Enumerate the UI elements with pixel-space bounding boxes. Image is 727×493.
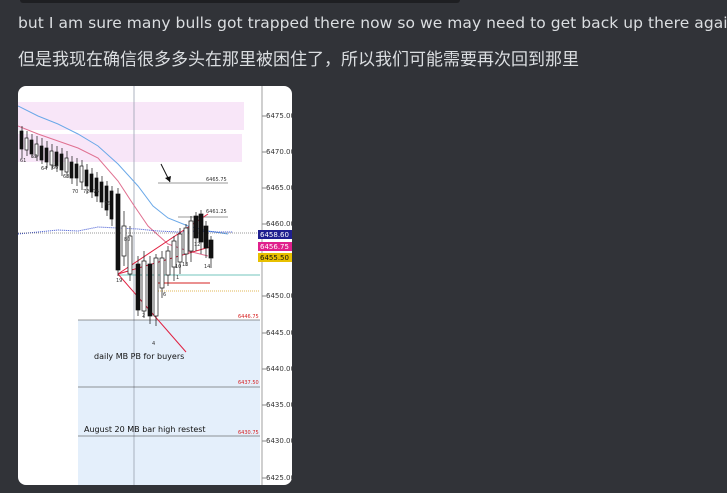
annotation-august-mb-bar: August 20 MB bar high restest (84, 425, 206, 434)
svg-text:6475.00: 6475.00 (266, 112, 292, 120)
level-label-3: 6446.75 (238, 314, 259, 320)
svg-text:68: 68 (63, 174, 69, 180)
bar-numbers: 61 62 64 66 68 70 72 74 76 80 1 2 4 6 10… (20, 154, 210, 347)
svg-text:6470.00: 6470.00 (266, 148, 292, 156)
svg-text:6460.00: 6460.00 (266, 220, 292, 228)
support-zone (78, 320, 260, 485)
price-tag-yellow (258, 253, 292, 262)
svg-text:74: 74 (93, 189, 99, 195)
svg-text:6450.00: 6450.00 (266, 292, 292, 300)
price-tag-magenta-text: 6456.75 (260, 243, 289, 251)
price-tag-magenta (258, 242, 292, 251)
svg-text:6435.00: 6435.00 (266, 401, 292, 409)
wedge-mid-line (117, 245, 214, 275)
annotation-daily-mb-pb: daily MB PB for buyers (94, 352, 184, 361)
svg-text:61: 61 (20, 158, 26, 164)
svg-text:66: 66 (52, 165, 58, 171)
svg-text:13: 13 (182, 262, 188, 268)
resistance-zone-upper (18, 102, 244, 130)
svg-text:10: 10 (175, 264, 181, 270)
svg-text:80: 80 (124, 237, 130, 243)
price-tag-blue-text: 6458.60 (260, 231, 289, 239)
svg-text:72: 72 (83, 189, 89, 195)
price-tag-blue (258, 230, 292, 239)
svg-text:62: 62 (31, 154, 37, 160)
level-label-5: 6430.75 (238, 430, 259, 436)
price-chart: 6465.75 6461.25 6446.75 6437.50 6430.75 (18, 86, 292, 485)
candles (19, 126, 214, 326)
svg-text:2: 2 (142, 313, 145, 319)
svg-text:12: 12 (194, 242, 200, 248)
price-axis-ticks: 6475.00 6470.00 6465.00 6460.00 6455.00 … (262, 112, 292, 482)
svg-text:4: 4 (152, 341, 155, 347)
arrow-head-icon (165, 176, 171, 182)
svg-text:76: 76 (104, 201, 110, 207)
svg-text:6: 6 (163, 292, 166, 298)
level-label-1: 6465.75 (206, 177, 227, 183)
svg-text:6425.00: 6425.00 (266, 474, 292, 482)
message-text-chinese: 但是我现在确信很多多头在那里被困住了，所以我们可能需要再次回到那里 (18, 50, 579, 70)
level-label-2: 6461.25 (206, 209, 227, 215)
price-tag-yellow-text: 6455.50 (260, 254, 289, 262)
svg-text:70: 70 (72, 189, 78, 195)
svg-text:6440.00: 6440.00 (266, 365, 292, 373)
svg-text:6430.00: 6430.00 (266, 437, 292, 445)
message-text-english: but I am sure many bulls got trapped the… (18, 14, 727, 32)
svg-text:14: 14 (204, 264, 210, 270)
svg-text:64: 64 (41, 166, 47, 172)
level-label-4: 6437.50 (238, 380, 259, 386)
top-divider (20, 0, 460, 3)
chart-image-attachment[interactable]: 6465.75 6461.25 6446.75 6437.50 6430.75 (18, 86, 292, 485)
svg-text:19: 19 (116, 278, 122, 284)
svg-text:6465.00: 6465.00 (266, 184, 292, 192)
svg-text:6445.00: 6445.00 (266, 329, 292, 337)
svg-text:1: 1 (176, 275, 179, 281)
